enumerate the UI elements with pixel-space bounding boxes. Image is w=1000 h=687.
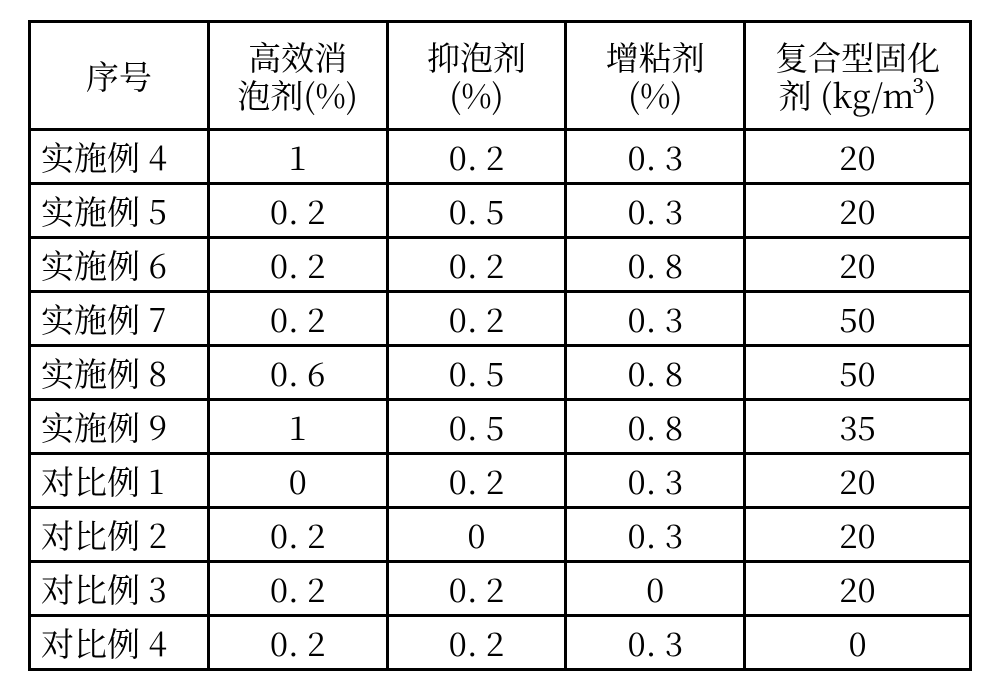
cell-thickener: 0. 3 [566,292,745,346]
cell-curing: 20 [745,454,971,508]
table-row: 实施例 910. 50. 835 [30,400,971,454]
cell-suppressor: 0. 2 [387,130,566,184]
cell-curing: 50 [745,292,971,346]
cell-serial: 实施例 7 [30,292,209,346]
cell-curing: 0 [745,616,971,670]
cell-thickener: 0. 8 [566,346,745,400]
cell-thickener: 0. 3 [566,616,745,670]
cell-suppressor: 0. 5 [387,184,566,238]
table-row: 对比例 100. 20. 320 [30,454,971,508]
table-row: 实施例 50. 20. 50. 320 [30,184,971,238]
header-defoamer-l2: 泡剂(%) [210,76,386,114]
header-suppressor-l1: 抑泡剂 [389,38,565,76]
cell-curing: 50 [745,346,971,400]
cell-suppressor: 0. 5 [387,400,566,454]
header-curing: 复合型固化 剂 (kg/m³) [745,22,971,130]
header-thickener-l1: 增粘剂 [567,38,743,76]
cell-suppressor: 0. 2 [387,238,566,292]
table-row: 实施例 80. 60. 50. 850 [30,346,971,400]
header-serial: 序号 [30,22,209,130]
header-suppressor: 抑泡剂 (%) [387,22,566,130]
cell-defoamer: 1 [208,400,387,454]
cell-thickener: 0. 3 [566,184,745,238]
cell-serial: 实施例 5 [30,184,209,238]
header-suppressor-l2: (%) [389,76,565,114]
header-row: 序号 高效消 泡剂(%) 抑泡剂 (%) 增粘剂 (%) 复合型固化 剂 (kg… [30,22,971,130]
cell-suppressor: 0. 2 [387,454,566,508]
cell-defoamer: 0 [208,454,387,508]
cell-serial: 实施例 4 [30,130,209,184]
cell-serial: 对比例 2 [30,508,209,562]
cell-defoamer: 0. 2 [208,508,387,562]
header-defoamer: 高效消 泡剂(%) [208,22,387,130]
table-body: 实施例 410. 20. 320实施例 50. 20. 50. 320实施例 6… [30,130,971,670]
cell-curing: 20 [745,238,971,292]
cell-defoamer: 0. 6 [208,346,387,400]
header-curing-l2: 剂 (kg/m³) [746,76,969,114]
cell-defoamer: 1 [208,130,387,184]
cell-thickener: 0 [566,562,745,616]
cell-curing: 20 [745,508,971,562]
header-thickener: 增粘剂 (%) [566,22,745,130]
cell-serial: 实施例 6 [30,238,209,292]
cell-serial: 对比例 4 [30,616,209,670]
table-row: 实施例 410. 20. 320 [30,130,971,184]
table-row: 对比例 40. 20. 20. 30 [30,616,971,670]
header-thickener-l2: (%) [567,76,743,114]
table-row: 实施例 70. 20. 20. 350 [30,292,971,346]
cell-serial: 对比例 1 [30,454,209,508]
cell-suppressor: 0. 2 [387,562,566,616]
cell-thickener: 0. 3 [566,508,745,562]
cell-defoamer: 0. 2 [208,616,387,670]
header-serial-l1: 序号 [31,57,207,95]
cell-thickener: 0. 8 [566,238,745,292]
cell-defoamer: 0. 2 [208,562,387,616]
cell-suppressor: 0 [387,508,566,562]
header-defoamer-l1: 高效消 [210,38,386,76]
cell-suppressor: 0. 2 [387,616,566,670]
cell-suppressor: 0. 2 [387,292,566,346]
data-table: 序号 高效消 泡剂(%) 抑泡剂 (%) 增粘剂 (%) 复合型固化 剂 (kg… [28,20,972,671]
cell-serial: 实施例 9 [30,400,209,454]
cell-curing: 20 [745,130,971,184]
cell-defoamer: 0. 2 [208,238,387,292]
table-row: 实施例 60. 20. 20. 820 [30,238,971,292]
cell-curing: 35 [745,400,971,454]
cell-curing: 20 [745,184,971,238]
cell-thickener: 0. 3 [566,454,745,508]
cell-suppressor: 0. 5 [387,346,566,400]
cell-thickener: 0. 8 [566,400,745,454]
table-container: 序号 高效消 泡剂(%) 抑泡剂 (%) 增粘剂 (%) 复合型固化 剂 (kg… [0,0,1000,687]
cell-serial: 对比例 3 [30,562,209,616]
cell-defoamer: 0. 2 [208,184,387,238]
header-curing-l1: 复合型固化 [746,38,969,76]
cell-serial: 实施例 8 [30,346,209,400]
cell-defoamer: 0. 2 [208,292,387,346]
table-row: 对比例 20. 200. 320 [30,508,971,562]
cell-curing: 20 [745,562,971,616]
cell-thickener: 0. 3 [566,130,745,184]
table-row: 对比例 30. 20. 2020 [30,562,971,616]
